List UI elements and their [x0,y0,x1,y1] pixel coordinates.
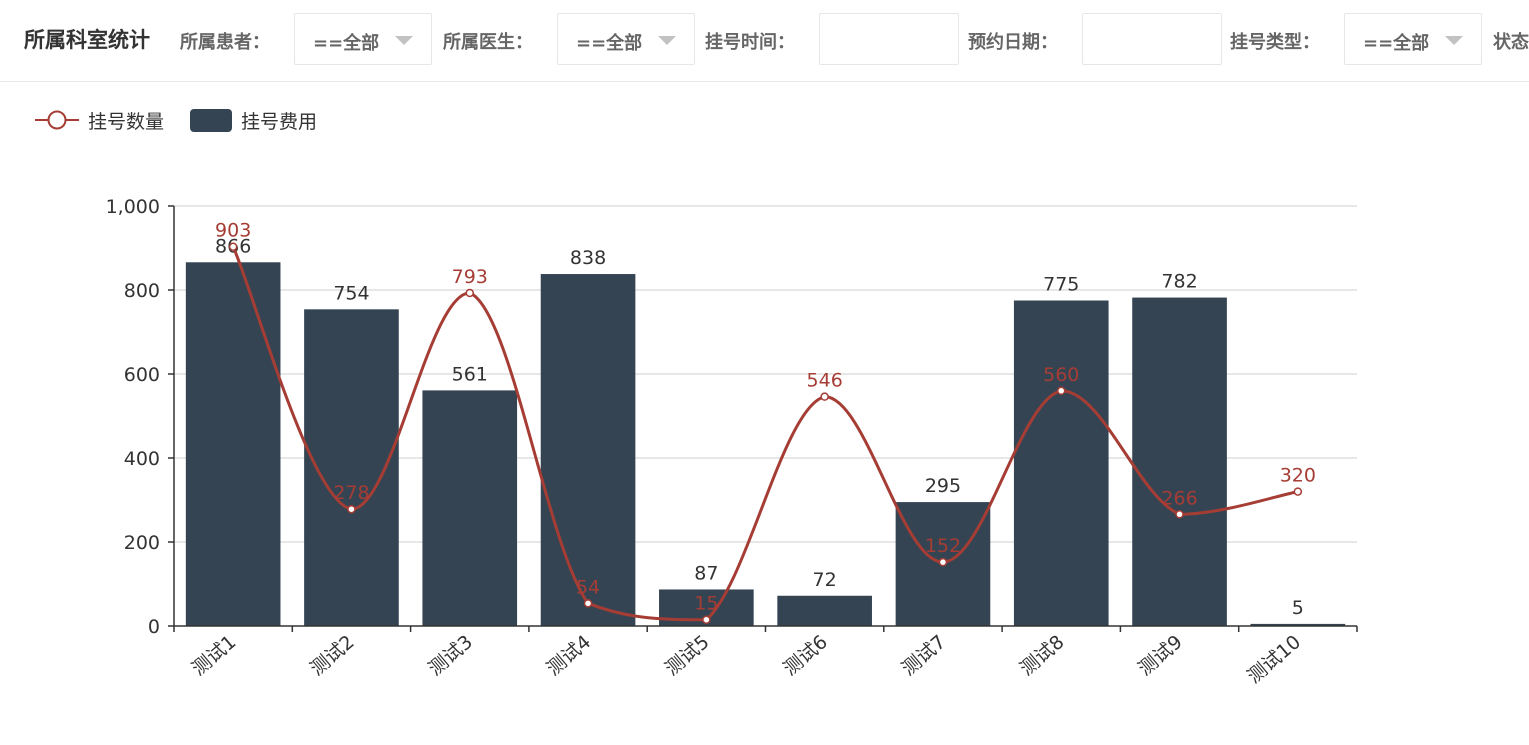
x-tick-label: 测试5 [661,631,714,680]
bar-marker-icon [190,109,232,132]
bar [777,595,872,626]
doctor-select-value: ==全部 [576,33,643,54]
line-point [583,599,593,608]
chevron-down-icon [1445,36,1463,45]
bar [304,309,399,626]
y-tick-label: 400 [124,448,160,470]
y-tick-label: 1,000 [106,196,160,218]
reg-type-select[interactable]: ==全部 [1344,13,1482,65]
doctor-select[interactable]: ==全部 [557,13,695,65]
line-value-label: 320 [1280,465,1316,487]
appt-date-input[interactable] [1082,13,1222,65]
legend-label-fee: 挂号费用 [241,111,318,133]
bar-value-label: 295 [925,475,961,497]
doctor-filter-label: 所属医生： [443,32,533,53]
patient-select[interactable]: ==全部 [294,13,432,65]
bar [540,274,636,626]
line-value-label: 278 [333,482,369,504]
page-title: 所属科室统计 [24,28,150,52]
y-tick-label: 800 [124,280,160,302]
count-series-line [231,246,1299,622]
chevron-down-icon [658,36,676,45]
bar-value-label: 561 [452,363,488,385]
bar [895,502,991,626]
x-tick-label: 测试9 [1134,631,1187,680]
x-tick-label: 测试7 [898,631,951,680]
legend-label-count: 挂号数量 [88,111,165,133]
line-value-label: 793 [452,266,488,288]
bar [422,390,518,626]
bar [1013,300,1109,626]
appt-date-label: 预约日期： [968,32,1058,53]
filter-toolbar: 所属科室统计 所属患者： ==全部 所属医生： ==全部 挂号时间： 预约日期：… [0,0,1529,82]
line-point [1293,487,1303,496]
bar [185,262,281,626]
y-tick-label: 200 [124,532,160,554]
line-value-label: 15 [694,593,718,615]
x-tick-label: 测试1 [188,631,241,680]
line-point [465,288,474,298]
line-point [820,392,829,401]
x-tick-label: 测试3 [424,631,477,680]
bar-value-label: 5 [1292,597,1304,619]
bar [659,589,754,626]
status-filter-label: 状态 [1493,32,1529,53]
bar-value-label: 775 [1043,274,1079,296]
reg-type-select-value: ==全部 [1363,33,1430,54]
line-value-label: 266 [1161,487,1197,509]
line-value-label: 54 [576,576,600,598]
reg-time-label: 挂号时间： [705,32,795,53]
x-tick-label: 测试4 [543,631,596,680]
x-tick-label: 测试8 [1016,631,1069,680]
line-value-label: 903 [215,220,251,242]
line-point [347,504,356,514]
line-point [228,242,238,251]
line-point [702,615,711,624]
bar-value-label: 72 [813,569,837,591]
x-tick-label: 测试10 [1243,631,1305,688]
bar [1132,297,1227,626]
bar-value-label: 87 [694,562,718,584]
line-point [1057,386,1066,396]
bar-value-label: 838 [570,247,606,269]
chevron-down-icon [395,36,413,45]
patient-filter-label: 所属患者： [180,32,270,53]
line-value-label: 152 [925,535,961,557]
y-tick-label: 0 [148,616,160,638]
y-tick-label: 600 [124,364,160,386]
reg-time-input[interactable] [819,13,959,65]
line-value-label: 560 [1043,364,1079,386]
bar-value-label: 754 [333,282,369,304]
bar-value-label: 782 [1161,271,1197,293]
line-marker-icon [35,110,79,130]
bar [1250,623,1346,626]
line-point [1175,510,1184,519]
line-point [938,557,948,567]
patient-select-value: ==全部 [313,33,380,54]
x-tick-label: 测试2 [306,631,359,680]
reg-type-label: 挂号类型： [1230,32,1320,53]
line-value-label: 546 [807,370,843,392]
bar-value-label: 866 [215,235,251,257]
x-tick-label: 测试6 [779,631,832,680]
